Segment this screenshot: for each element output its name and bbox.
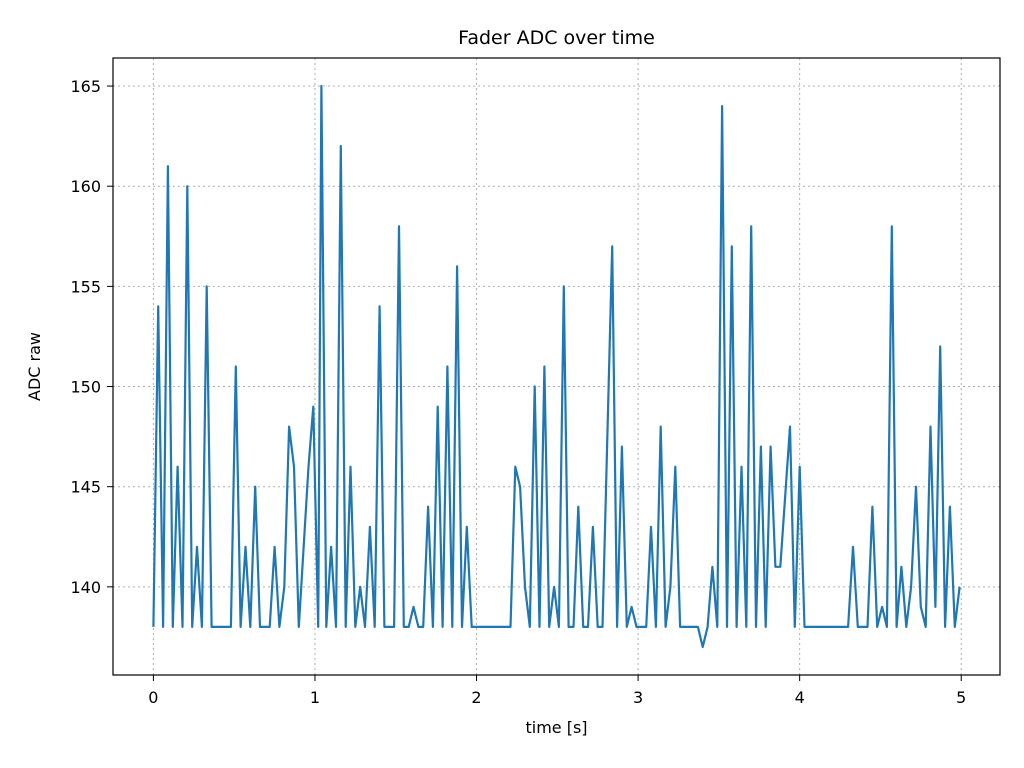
y-tick-label: 155 — [70, 277, 101, 296]
series-line-0 — [152, 84, 961, 649]
chart-title: Fader ADC over time — [458, 27, 655, 49]
x-tick-label: 5 — [956, 688, 966, 707]
series-group — [152, 84, 961, 649]
y-axis-label: ADC raw — [25, 332, 44, 401]
plot-frame — [112, 57, 1001, 676]
x-tick-label: 4 — [795, 688, 805, 707]
x-tick-label: 0 — [148, 688, 158, 707]
x-tick-label: 3 — [633, 688, 643, 707]
axis-ticks: 0 1 2 3 4 5 140 145 150 155 160 165 — [70, 77, 966, 707]
x-tick-label: 1 — [310, 688, 320, 707]
x-tick-label: 2 — [471, 688, 481, 707]
y-tick-label: 145 — [70, 478, 101, 497]
y-tick-label: 140 — [70, 578, 101, 597]
y-tick-label: 150 — [70, 378, 101, 397]
y-tick-label: 160 — [70, 177, 101, 196]
x-axis-label: time [s] — [525, 718, 587, 737]
y-tick-label: 165 — [70, 77, 101, 96]
